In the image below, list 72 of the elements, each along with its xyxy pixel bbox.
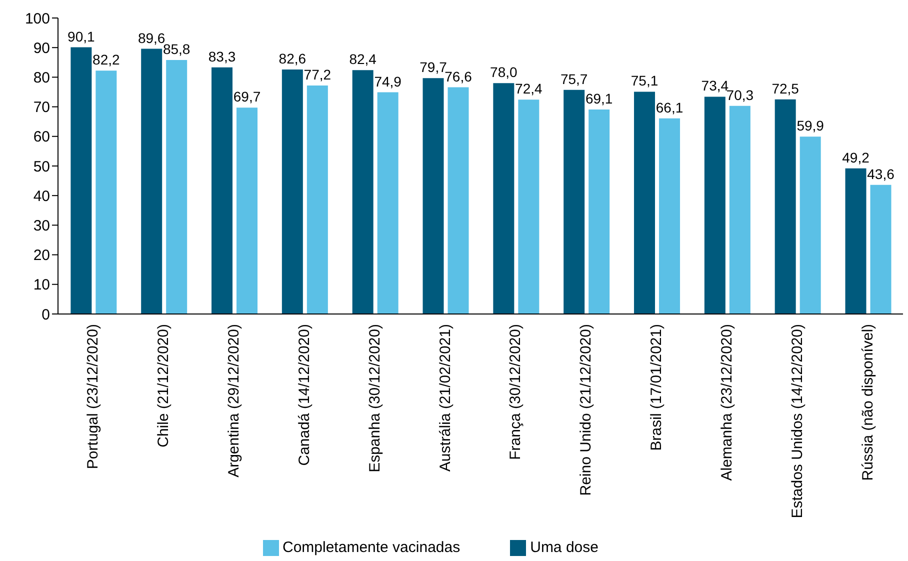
x-tick-label: Rússia (não disponível) <box>859 324 876 481</box>
data-label: 69,1 <box>585 90 613 106</box>
y-tick-label: 100 <box>24 10 50 28</box>
data-label: 75,7 <box>560 70 588 87</box>
data-label: 66,1 <box>656 99 684 116</box>
y-tick-label: 80 <box>33 70 50 87</box>
bar <box>212 67 233 314</box>
x-tick-label: Austrália (21/02/2021) <box>436 324 454 472</box>
legend-label: Uma dose <box>530 538 598 556</box>
data-label: 78,0 <box>490 64 518 80</box>
bar <box>729 106 750 314</box>
x-tick-label: Canadá (14/12/2020) <box>296 324 313 466</box>
data-label: 72,4 <box>515 80 543 97</box>
legend-label: Completamente vacinadas <box>282 538 460 556</box>
bar <box>659 118 680 314</box>
data-label: 82,4 <box>349 51 377 68</box>
data-label: 69,7 <box>233 88 261 105</box>
x-tick-label: Espanha (30/12/2020) <box>366 324 384 472</box>
x-tick-label: Portugal (23/12/2020) <box>84 324 102 470</box>
data-label: 72,5 <box>772 80 800 96</box>
data-label: 49,2 <box>842 149 870 166</box>
bar <box>282 70 303 314</box>
data-label: 79,7 <box>420 59 448 76</box>
bar <box>774 99 796 314</box>
bar <box>70 47 92 314</box>
y-tick-label: 70 <box>33 99 50 116</box>
x-tick-label: França (30/12/2020) <box>507 324 524 460</box>
bar <box>448 87 469 314</box>
data-label: 76,6 <box>444 68 472 84</box>
bar <box>236 108 258 314</box>
bar <box>352 70 374 314</box>
data-label: 82,6 <box>278 50 306 66</box>
y-tick-label: 60 <box>33 128 50 146</box>
bar <box>704 96 726 314</box>
data-label: 90,1 <box>68 28 96 44</box>
y-tick-label: 40 <box>33 188 50 205</box>
data-label: 82,2 <box>92 52 120 68</box>
y-tick-label: 20 <box>33 247 50 264</box>
data-label: 89,6 <box>138 30 166 46</box>
bar <box>845 168 866 314</box>
bar <box>422 78 444 314</box>
data-label: 83,3 <box>208 48 236 64</box>
y-tick-label: 30 <box>33 218 50 235</box>
y-tick-label: 50 <box>33 158 50 176</box>
x-tick-label: Argentina (29/12/2020) <box>226 324 243 478</box>
bar <box>588 109 610 314</box>
data-label: 74,9 <box>374 73 402 90</box>
data-label: 77,2 <box>304 66 332 82</box>
bar <box>377 92 398 314</box>
bar <box>493 83 514 314</box>
bar <box>518 100 540 314</box>
y-tick-label: 90 <box>33 40 50 57</box>
data-label: 85,8 <box>162 41 190 58</box>
y-tick-label: 0 <box>42 306 50 324</box>
bar <box>166 60 188 314</box>
bar <box>634 92 656 314</box>
data-label: 43,6 <box>867 166 895 182</box>
data-label: 73,4 <box>701 78 729 94</box>
bar <box>800 136 821 314</box>
bar <box>96 70 117 314</box>
x-tick-label: Brasil (17/01/2021) <box>648 324 666 451</box>
bar <box>564 90 585 314</box>
x-tick-label: Estados Unidos (14/12/2020) <box>788 324 806 518</box>
data-label: 59,9 <box>796 118 824 134</box>
bar <box>306 85 328 314</box>
y-tick-label: 10 <box>33 276 50 294</box>
x-tick-label: Chile (21/12/2020) <box>155 324 172 448</box>
data-label: 75,1 <box>630 72 658 89</box>
bar <box>870 184 892 314</box>
x-tick-label: Reino Unido (21/12/2020) <box>578 324 595 496</box>
bar <box>141 48 162 314</box>
x-tick-label: Alemanha (23/12/2020) <box>718 324 736 481</box>
